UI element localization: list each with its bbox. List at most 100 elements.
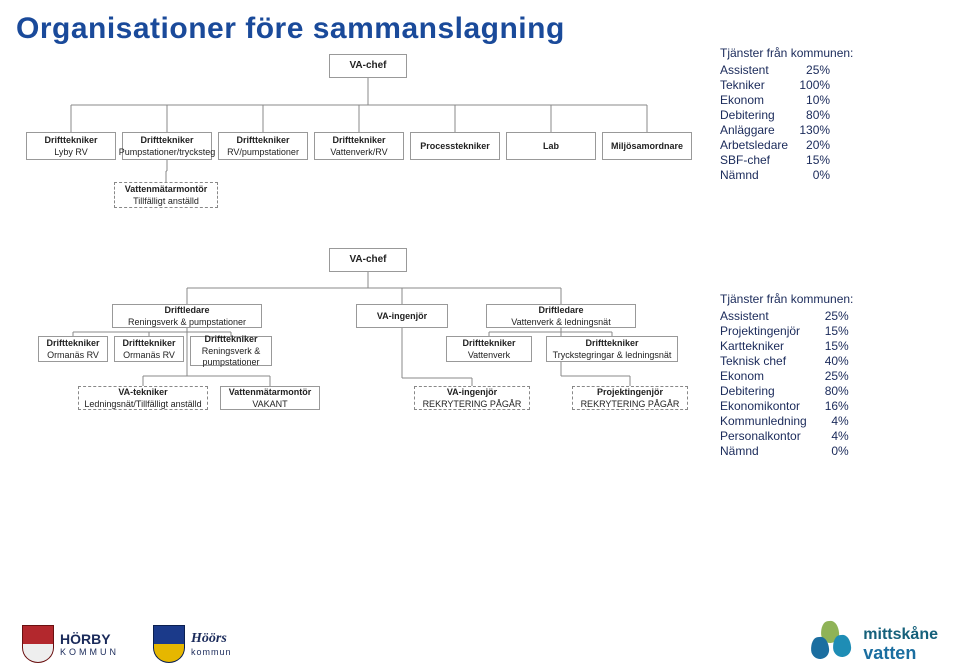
table-row: Nämnd0% (720, 444, 853, 459)
table-row: Debitering80% (720, 108, 834, 123)
table-row: Tekniker100% (720, 78, 834, 93)
service-value: 80% (792, 108, 834, 123)
org-node-label: Driftledare (538, 305, 583, 315)
logo-horby: HÖRBY KOMMUN (22, 625, 119, 663)
org-chief: VA-chef (329, 54, 407, 78)
org-lead: VA-ingenjör (356, 304, 448, 328)
service-name: Ekonom (720, 369, 811, 384)
org-node: DriftteknikerReningsverk &pumpstationer (190, 336, 272, 366)
logo-hoor-name: Höörs (191, 631, 232, 647)
org-node-label: Drifttekniker (122, 338, 175, 348)
service-name: Arbetsledare (720, 138, 792, 153)
service-name: SBF-chef (720, 153, 792, 168)
org-node-label: Reningsverk & (202, 346, 261, 356)
org-node: DriftteknikerOrmanäs RV (38, 336, 108, 362)
org-node-label: Drifttekniker (46, 338, 99, 348)
service-name: Ekonom (720, 93, 792, 108)
org-node-temp: VattenmätarmontörTillfälligt anställd (114, 182, 218, 208)
shield-icon (22, 625, 54, 663)
service-value: 15% (811, 339, 853, 354)
service-name: Teknisk chef (720, 354, 811, 369)
logo-mittskane: mittskåne vatten (811, 621, 938, 663)
table-row: Assistent25% (720, 63, 834, 78)
org-node-label: Vattenmätarmontör (229, 387, 312, 397)
service-value: 80% (811, 384, 853, 399)
service-name: Assistent (720, 63, 792, 78)
org-node: Drifttekniker Lyby RV (26, 132, 116, 160)
service-value: 0% (811, 444, 853, 459)
org-node-label: RV/pumpstationer (227, 147, 299, 157)
drops-icon (811, 621, 857, 663)
org-node: Drifttekniker Ormanäs RV (114, 336, 184, 362)
org-node: Vattenmätarmontör VAKANT (220, 386, 320, 410)
shield-icon (153, 625, 185, 663)
footer-logos: HÖRBY KOMMUN Höörs kommun mittskåne vatt… (0, 621, 960, 663)
service-name: Tekniker (720, 78, 792, 93)
org-node-label: VA-ingenjör (447, 387, 497, 397)
service-value: 25% (811, 309, 853, 324)
org-lead: DriftledareReningsverk & pumpstationer (112, 304, 262, 328)
org-node-label: Vattenverk & ledningsnät (511, 317, 610, 327)
org-node-label: VA-ingenjör (377, 311, 427, 321)
service-name: Kommunledning (720, 414, 811, 429)
services-list-2: Tjänster från kommunen:Assistent25%Proje… (720, 292, 853, 459)
org-node: DriftteknikerVattenverk (446, 336, 532, 362)
logo-hoor-sub: kommun (191, 647, 232, 657)
org-node-label: Lyby RV (54, 147, 88, 157)
table-row: Ekonomikontor16% (720, 399, 853, 414)
org-node-label: Drifttekniker (204, 334, 257, 344)
table-row: Nämnd0% (720, 168, 834, 183)
org-node: Processtekniker (410, 132, 500, 160)
service-value: 16% (811, 399, 853, 414)
org-node-label: Pumpstationer/trycksteg (119, 147, 216, 157)
org-node-label: VAKANT (252, 399, 287, 409)
service-name: Debitering (720, 108, 792, 123)
service-value: 0% (792, 168, 834, 183)
org-node-label: Drifttekniker (44, 135, 97, 145)
services-header: Tjänster från kommunen: (720, 46, 853, 61)
logo-mittskane-l1: mittskåne (863, 627, 938, 644)
service-name: Karttekniker (720, 339, 811, 354)
service-name: Personalkontor (720, 429, 811, 444)
table-row: Anläggare130% (720, 123, 834, 138)
org-node-label: Drifttekniker (332, 135, 385, 145)
logo-horby-sub: KOMMUN (60, 647, 119, 657)
org-node-label: Tillfälligt anställd (133, 196, 199, 206)
org-node: Miljösamordnare (602, 132, 692, 160)
org-node-label: Ormanäs RV (123, 350, 175, 360)
services-table: Assistent25%Projektingenjör15%Kartteknik… (720, 309, 853, 459)
table-row: Debitering80% (720, 384, 853, 399)
org-node: Drifttekniker RV/pumpstationer (218, 132, 308, 160)
org-node-label: Ledningsnät/Tillfälligt anställd (84, 399, 201, 409)
service-value: 25% (811, 369, 853, 384)
service-value: 25% (792, 63, 834, 78)
service-value: 15% (792, 153, 834, 168)
org-node-label: Drifttekniker (236, 135, 289, 145)
org-node: ProjektingenjörREKRYTERING PÅGÅR (572, 386, 688, 410)
org-node-label: VA-tekniker (118, 387, 167, 397)
table-row: Ekonom25% (720, 369, 853, 384)
org-node-label: Tryckstegringar & ledningsnät (553, 350, 672, 360)
table-row: Karttekniker15% (720, 339, 853, 354)
table-row: Teknisk chef40% (720, 354, 853, 369)
org-node: DriftteknikerTryckstegringar & ledningsn… (546, 336, 678, 362)
service-name: Debitering (720, 384, 811, 399)
logo-mittskane-l2: vatten (863, 644, 938, 663)
service-name: Ekonomikontor (720, 399, 811, 414)
org-node-label: Miljösamordnare (611, 141, 683, 151)
org-node-label: Projektingenjör (597, 387, 663, 397)
org-node: DriftteknikerPumpstationer/trycksteg (122, 132, 212, 160)
org-node: VA-ingenjörREKRYTERING PÅGÅR (414, 386, 530, 410)
org-node-label: Vattenverk/RV (330, 147, 387, 157)
logo-horby-name: HÖRBY (60, 631, 119, 647)
service-name: Anläggare (720, 123, 792, 138)
services-list-1: Tjänster från kommunen: Assistent25%Tekni… (720, 46, 853, 183)
org-node-label: VA-chef (349, 60, 386, 72)
org-node-label: VA-chef (349, 254, 386, 266)
service-value: 4% (811, 414, 853, 429)
service-value: 130% (792, 123, 834, 138)
org-chief: VA-chef (329, 248, 407, 272)
service-value: 10% (792, 93, 834, 108)
org-node: Lab (506, 132, 596, 160)
service-name: Assistent (720, 309, 811, 324)
